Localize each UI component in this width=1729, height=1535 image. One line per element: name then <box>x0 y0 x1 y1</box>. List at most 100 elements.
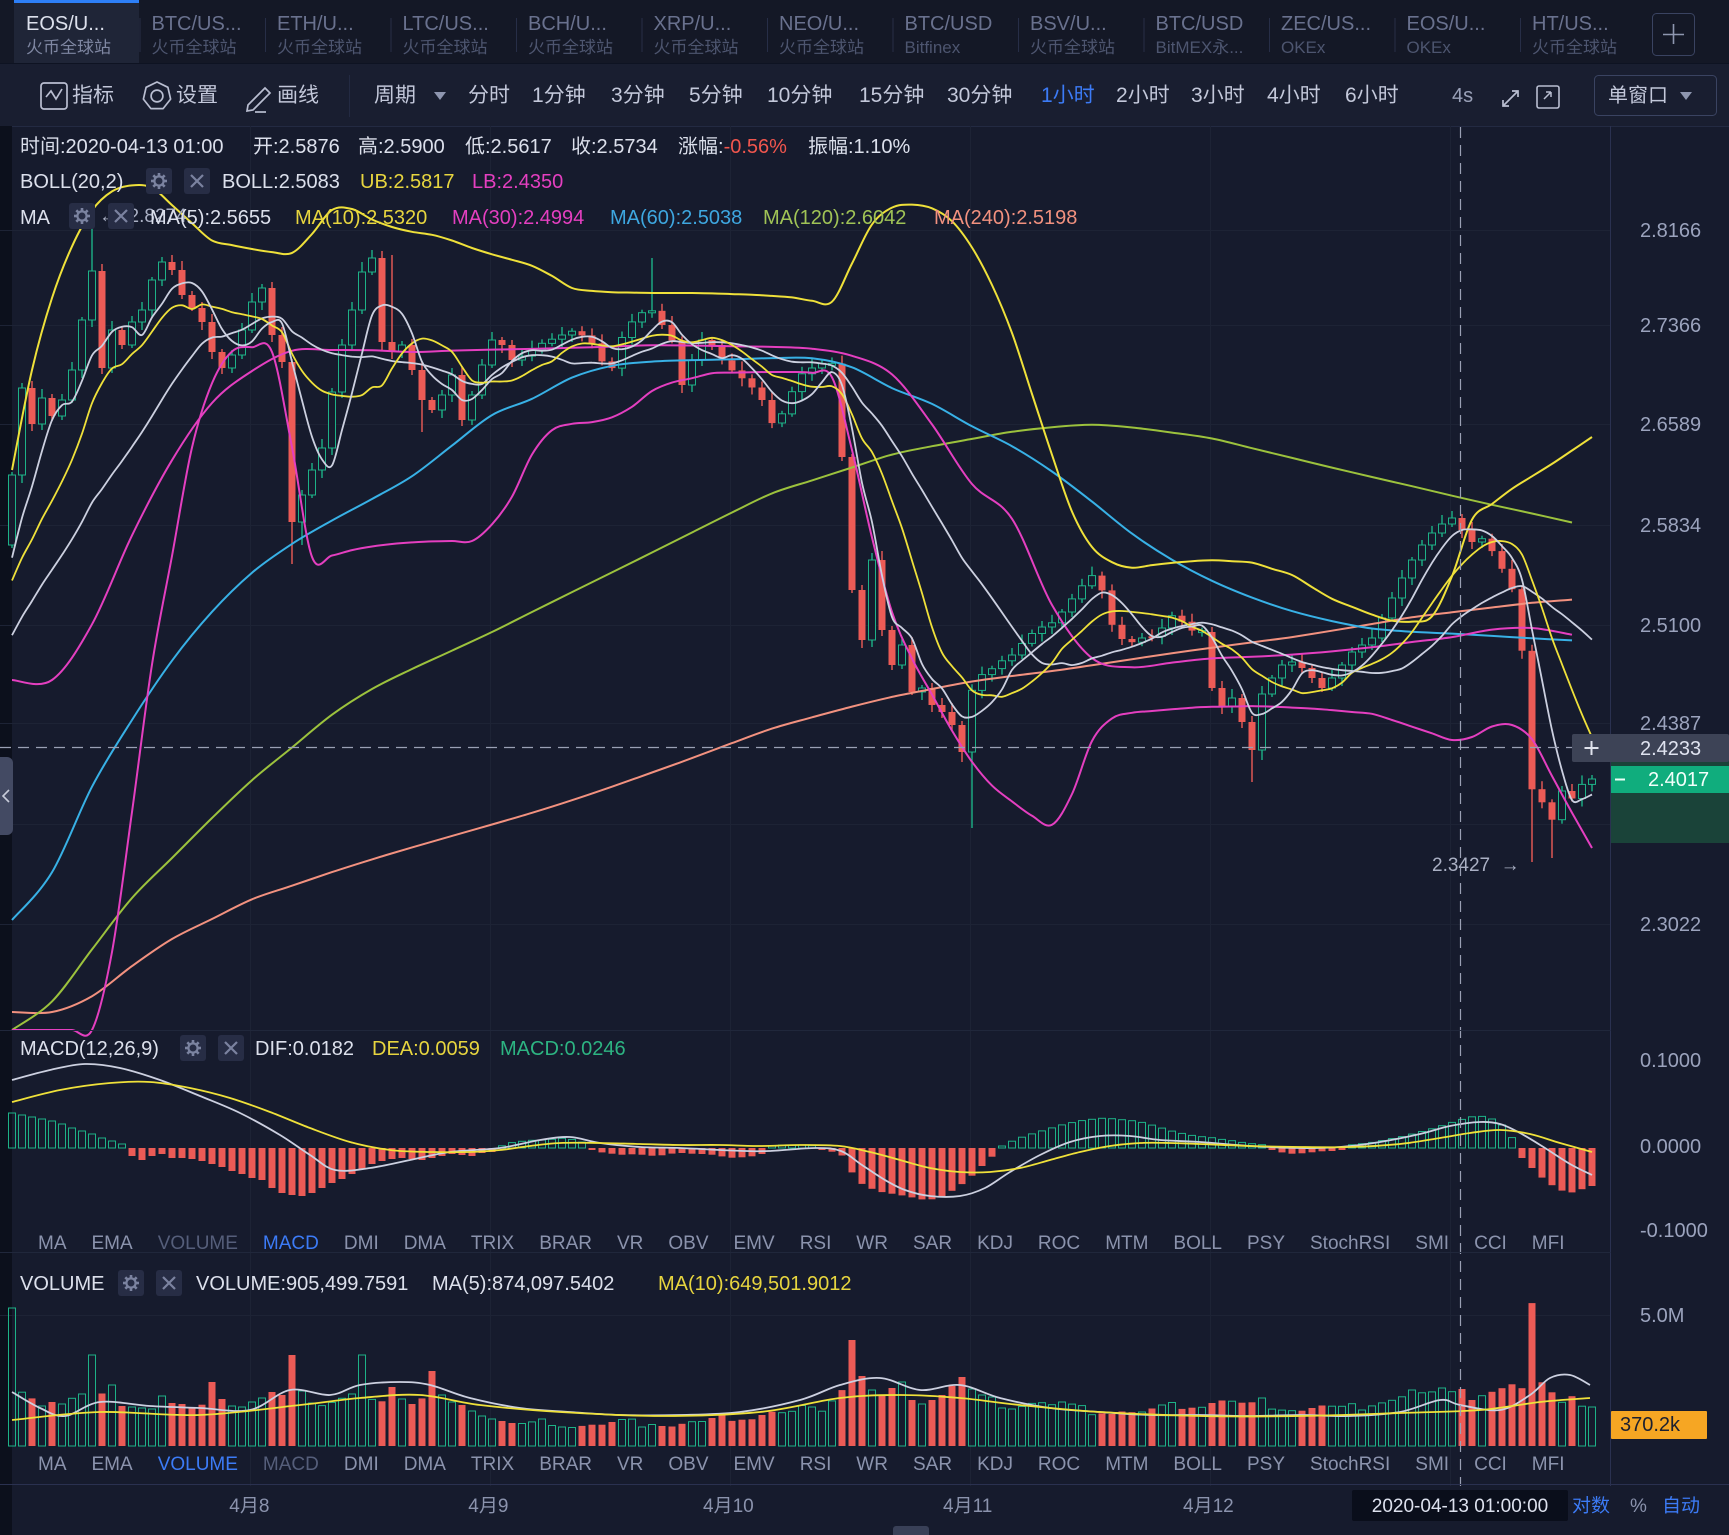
svg-text:OBV: OBV <box>668 1233 708 1254</box>
svg-text:EMV: EMV <box>734 1454 776 1475</box>
svg-text:MA(60):2.5038: MA(60):2.5038 <box>610 207 742 229</box>
svg-text::2020-04-13 01:00: :2020-04-13 01:00 <box>60 136 223 158</box>
svg-text:BOLL:2.5083: BOLL:2.5083 <box>222 171 340 193</box>
svg-text:MA: MA <box>20 207 51 229</box>
svg-text:3: 3 <box>611 84 623 107</box>
svg-text:BOLL(20,2): BOLL(20,2) <box>20 171 123 193</box>
svg-text:XRP/U...: XRP/U... <box>654 13 732 35</box>
svg-text:9: 9 <box>498 1496 509 1517</box>
svg-text:BSV/U...: BSV/U... <box>1030 13 1107 35</box>
svg-text:BTC/US...: BTC/US... <box>152 13 242 35</box>
svg-text:SMI: SMI <box>1415 1233 1449 1254</box>
svg-text:BitMEX: BitMEX <box>1156 38 1213 57</box>
svg-text:2.8166: 2.8166 <box>1640 220 1701 242</box>
svg-text:BCH/U...: BCH/U... <box>528 13 607 35</box>
svg-text:CCI: CCI <box>1474 1454 1507 1475</box>
svg-text:4: 4 <box>229 1496 240 1517</box>
svg-text:2.4017: 2.4017 <box>1648 769 1709 791</box>
svg-text:VR: VR <box>617 1454 643 1475</box>
svg-text:VR: VR <box>617 1233 643 1254</box>
svg-text:0.0000: 0.0000 <box>1640 1136 1701 1158</box>
svg-text:HT/US...: HT/US... <box>1532 13 1609 35</box>
svg-text:VOLUME:905,499.7591: VOLUME:905,499.7591 <box>196 1273 408 1295</box>
svg-text:MA: MA <box>38 1233 67 1254</box>
svg-text:4: 4 <box>468 1496 479 1517</box>
svg-text:EOS/U...: EOS/U... <box>1407 13 1486 35</box>
svg-text:MTM: MTM <box>1105 1233 1148 1254</box>
svg-text:EMA: EMA <box>92 1454 134 1475</box>
svg-text:8: 8 <box>259 1496 270 1517</box>
svg-text:MACD: MACD <box>263 1454 319 1475</box>
svg-text:NEO/U...: NEO/U... <box>779 13 859 35</box>
svg-text::2.5876: :2.5876 <box>273 136 340 158</box>
svg-text:2.6589: 2.6589 <box>1640 414 1701 436</box>
svg-text:BOLL: BOLL <box>1173 1233 1222 1254</box>
svg-text:StochRSI: StochRSI <box>1310 1454 1390 1475</box>
svg-text:SMI: SMI <box>1415 1454 1449 1475</box>
svg-text:30: 30 <box>947 84 970 107</box>
svg-text:VOLUME: VOLUME <box>20 1273 104 1295</box>
svg-text:TRIX: TRIX <box>471 1233 515 1254</box>
svg-text:DIF:0.0182: DIF:0.0182 <box>255 1038 354 1060</box>
svg-text:WR: WR <box>856 1454 888 1475</box>
svg-text:2.4387: 2.4387 <box>1640 713 1701 735</box>
svg-text:KDJ: KDJ <box>977 1233 1013 1254</box>
svg-text:BTC/USD: BTC/USD <box>1156 13 1244 35</box>
svg-text:10: 10 <box>733 1496 754 1517</box>
svg-text:DMA: DMA <box>404 1233 447 1254</box>
svg-text:DMI: DMI <box>344 1233 379 1254</box>
svg-text:2: 2 <box>1116 84 1128 107</box>
svg-text:EOS/U...: EOS/U... <box>26 13 105 35</box>
svg-text:EMV: EMV <box>734 1233 776 1254</box>
svg-text:KDJ: KDJ <box>977 1454 1013 1475</box>
svg-text::2.5617: :2.5617 <box>485 136 552 158</box>
svg-text:OKEx: OKEx <box>1407 38 1452 57</box>
svg-text:4: 4 <box>1267 84 1279 107</box>
svg-text:MA: MA <box>38 1454 67 1475</box>
svg-text:WR: WR <box>856 1233 888 1254</box>
svg-text:2.7366: 2.7366 <box>1640 315 1701 337</box>
svg-text:ETH/U...: ETH/U... <box>277 13 354 35</box>
svg-text:5: 5 <box>689 84 701 107</box>
svg-text:SAR: SAR <box>913 1233 952 1254</box>
svg-text:MA(120):2.6042: MA(120):2.6042 <box>763 207 906 229</box>
svg-text:2.3427 →: 2.3427 → <box>1432 855 1520 876</box>
svg-text:-0.56%: -0.56% <box>724 136 788 158</box>
svg-text::: : <box>718 136 724 158</box>
svg-text:10: 10 <box>767 84 790 107</box>
svg-text:1: 1 <box>532 84 544 107</box>
svg-text:RSI: RSI <box>800 1454 832 1475</box>
svg-text:MA(5):2.5655: MA(5):2.5655 <box>150 207 271 229</box>
svg-text:SAR: SAR <box>913 1454 952 1475</box>
svg-text:BRAR: BRAR <box>539 1233 592 1254</box>
svg-text:-0.1000: -0.1000 <box>1640 1220 1708 1242</box>
svg-text:OBV: OBV <box>668 1454 708 1475</box>
svg-text:MACD(12,26,9): MACD(12,26,9) <box>20 1038 159 1060</box>
svg-text:VOLUME: VOLUME <box>158 1454 238 1475</box>
svg-text:UB:2.5817: UB:2.5817 <box>360 171 455 193</box>
svg-text:15: 15 <box>859 84 882 107</box>
svg-text:TRIX: TRIX <box>471 1454 515 1475</box>
svg-text:12: 12 <box>1213 1496 1234 1517</box>
svg-text:MFI: MFI <box>1532 1454 1565 1475</box>
svg-text:370.2k: 370.2k <box>1620 1414 1681 1436</box>
svg-text:MA(10):2.5320: MA(10):2.5320 <box>295 207 427 229</box>
svg-text::2.5900: :2.5900 <box>378 136 445 158</box>
svg-text:MA(5):874,097.5402: MA(5):874,097.5402 <box>432 1273 614 1295</box>
svg-text:4s: 4s <box>1452 85 1473 107</box>
svg-text:MA(30):2.4994: MA(30):2.4994 <box>452 207 584 229</box>
svg-text:MA(240):2.5198: MA(240):2.5198 <box>934 207 1077 229</box>
svg-text:MACD: MACD <box>263 1233 319 1254</box>
svg-text:Bitfinex: Bitfinex <box>905 38 961 57</box>
svg-text:6: 6 <box>1345 84 1357 107</box>
svg-text:StochRSI: StochRSI <box>1310 1233 1390 1254</box>
svg-text::2.5734: :2.5734 <box>591 136 658 158</box>
svg-text:...: ... <box>1229 38 1243 57</box>
svg-text::1.10%: :1.10% <box>848 136 910 158</box>
svg-text:PSY: PSY <box>1247 1454 1285 1475</box>
svg-text:MACD:0.0246: MACD:0.0246 <box>500 1038 626 1060</box>
svg-text:MA(10):649,501.9012: MA(10):649,501.9012 <box>658 1273 851 1295</box>
svg-text:ROC: ROC <box>1038 1233 1080 1254</box>
svg-text:MTM: MTM <box>1105 1454 1148 1475</box>
svg-text:ZEC/US...: ZEC/US... <box>1281 13 1371 35</box>
